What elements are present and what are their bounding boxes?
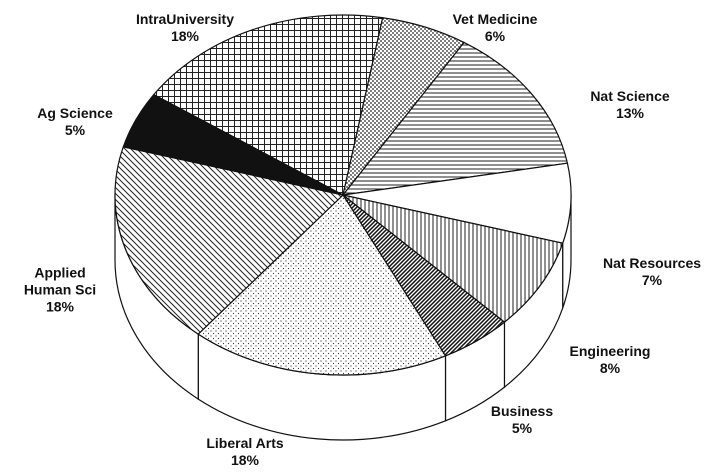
percent-label: 18%	[230, 452, 260, 468]
percent-label: 8%	[599, 360, 621, 376]
slice	[122, 93, 344, 196]
category-name: Applied Human Sci	[23, 264, 97, 298]
category-name: Engineering	[569, 343, 651, 359]
category-name: Ag Science	[37, 105, 113, 121]
slice-label: Nat Science 13%	[575, 88, 685, 122]
percent-label: 6%	[484, 28, 506, 44]
category-name: Business	[490, 403, 554, 419]
slice	[114, 146, 345, 335]
percent-label: 13%	[615, 105, 645, 121]
slice-label: Business 5%	[467, 403, 577, 437]
category-name: Vet Medicine	[452, 11, 538, 27]
slice-label: Vet Medicine 6%	[440, 11, 550, 45]
slice-label: Ag Science 5%	[20, 105, 130, 139]
percent-label: 18%	[170, 28, 200, 44]
slice	[342, 194, 564, 323]
slice	[342, 162, 572, 244]
percent-label: 18%	[45, 298, 75, 315]
percent-label: 7%	[641, 272, 663, 288]
slice-label: Nat Resources 7%	[597, 255, 707, 289]
percent-label: 5%	[511, 420, 533, 436]
category-name: Nat Resources	[602, 255, 702, 271]
slice	[152, 14, 384, 196]
slice-label: Engineering 8%	[555, 343, 665, 377]
category-name: Nat Science	[590, 88, 670, 104]
category-name: IntraUniversity	[135, 11, 235, 27]
slice	[341, 41, 569, 196]
percent-label: 5%	[64, 122, 86, 138]
category-name: Liberal Arts	[206, 435, 284, 451]
slice-label: Applied Human Sci 18%	[5, 265, 115, 316]
slice-label: Liberal Arts 18%	[190, 435, 300, 469]
slice-label: IntraUniversity 18%	[130, 11, 240, 45]
slice	[197, 194, 447, 376]
